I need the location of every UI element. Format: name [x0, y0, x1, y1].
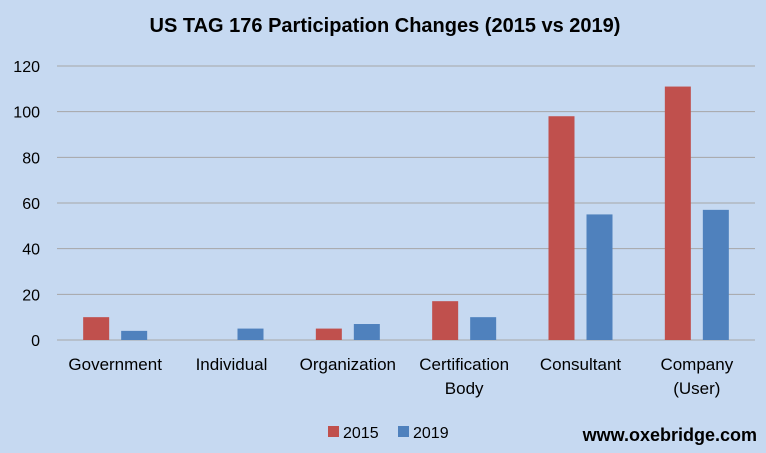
category-label: Organization	[300, 355, 396, 374]
bars	[83, 86, 729, 340]
category-labels: Government Individual Organization Certific…	[68, 355, 733, 398]
watermark-url: www.oxebridge.com	[582, 425, 757, 445]
category-label: Certification Body	[419, 355, 509, 398]
bar-2019-consultant	[586, 214, 613, 340]
category-label: Company (User)	[660, 355, 733, 398]
category-label: Consultant	[540, 355, 622, 374]
legend: 2015 2019	[328, 425, 449, 442]
y-tick-label: 120	[13, 59, 40, 76]
y-axis-ticks: 0 20 40 60 80 100 120	[13, 59, 40, 350]
category-label: Individual	[196, 355, 268, 374]
bar-2019-individual	[237, 328, 264, 340]
bar-2015-government	[83, 317, 110, 340]
y-tick-label: 0	[31, 333, 40, 350]
y-tick-label: 20	[22, 287, 40, 304]
y-tick-label: 100	[13, 105, 40, 122]
bar-2015-certification-body	[432, 301, 459, 340]
bar-2019-government	[121, 330, 148, 340]
bar-2019-organization	[353, 324, 380, 340]
y-tick-label: 60	[22, 196, 40, 213]
bar-2015-consultant	[548, 116, 575, 340]
bar-2019-certification-body	[470, 317, 497, 340]
bar-2019-company-user	[702, 209, 729, 340]
legend-label-2019: 2019	[413, 425, 449, 442]
legend-label-2015: 2015	[343, 425, 379, 442]
y-tick-label: 80	[22, 150, 40, 167]
y-tick-label: 40	[22, 242, 40, 259]
bar-2015-company-user	[664, 86, 691, 340]
category-label: Government	[68, 355, 162, 374]
legend-swatch-2019	[398, 426, 409, 437]
bar-2015-organization	[315, 328, 342, 340]
chart-title: US TAG 176 Participation Changes (2015 v…	[150, 15, 621, 37]
grid-lines	[57, 65, 755, 341]
legend-swatch-2015	[328, 426, 339, 437]
